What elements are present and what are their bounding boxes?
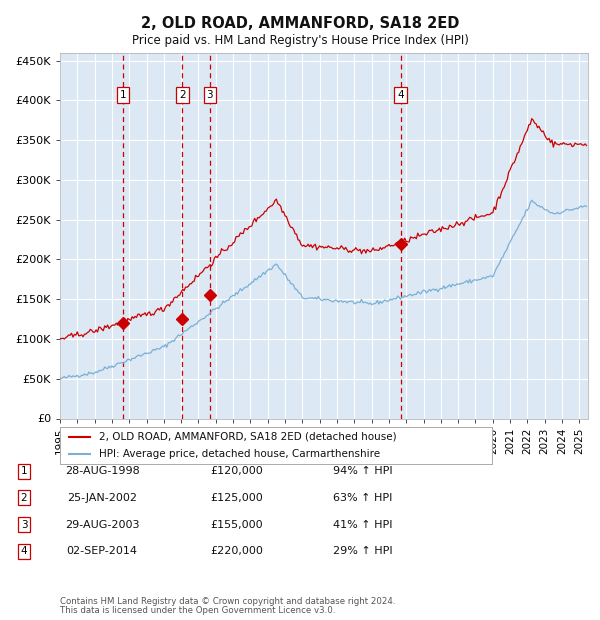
Text: 2, OLD ROAD, AMMANFORD, SA18 2ED: 2, OLD ROAD, AMMANFORD, SA18 2ED [141,16,459,30]
Text: Price paid vs. HM Land Registry's House Price Index (HPI): Price paid vs. HM Land Registry's House … [131,34,469,47]
Text: 2: 2 [179,90,186,100]
Text: 2: 2 [20,493,28,503]
Text: 63% ↑ HPI: 63% ↑ HPI [334,493,392,503]
Text: 41% ↑ HPI: 41% ↑ HPI [333,520,393,529]
Text: 3: 3 [206,90,213,100]
Text: HPI: Average price, detached house, Carmarthenshire: HPI: Average price, detached house, Carm… [99,449,380,459]
Text: This data is licensed under the Open Government Licence v3.0.: This data is licensed under the Open Gov… [60,606,335,615]
Text: 94% ↑ HPI: 94% ↑ HPI [333,466,393,476]
Text: £125,000: £125,000 [211,493,263,503]
Text: £220,000: £220,000 [211,546,263,556]
Text: 29% ↑ HPI: 29% ↑ HPI [333,546,393,556]
Text: 3: 3 [20,520,28,529]
Text: £120,000: £120,000 [211,466,263,476]
Text: 2, OLD ROAD, AMMANFORD, SA18 2ED (detached house): 2, OLD ROAD, AMMANFORD, SA18 2ED (detach… [99,432,397,441]
Text: 28-AUG-1998: 28-AUG-1998 [65,466,139,476]
Text: £155,000: £155,000 [211,520,263,529]
Text: 4: 4 [20,546,28,556]
Text: 4: 4 [397,90,404,100]
Text: 1: 1 [120,90,127,100]
Text: 25-JAN-2002: 25-JAN-2002 [67,493,137,503]
Text: 29-AUG-2003: 29-AUG-2003 [65,520,139,529]
Text: Contains HM Land Registry data © Crown copyright and database right 2024.: Contains HM Land Registry data © Crown c… [60,597,395,606]
Text: 1: 1 [20,466,28,476]
Text: 02-SEP-2014: 02-SEP-2014 [67,546,137,556]
